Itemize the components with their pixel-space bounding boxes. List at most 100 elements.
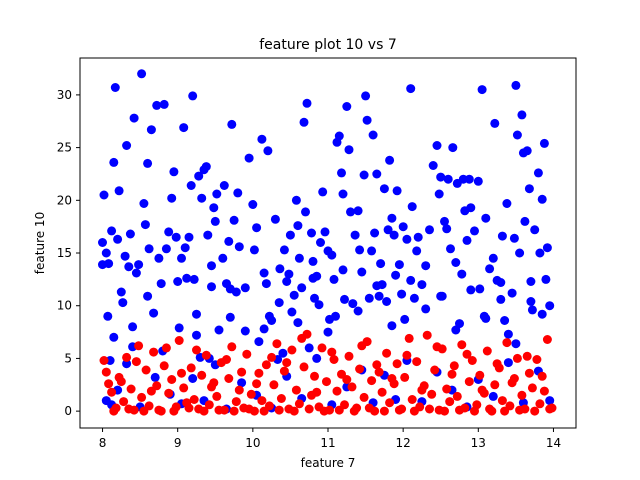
scatter-point bbox=[340, 294, 349, 304]
scatter-point bbox=[496, 294, 506, 304]
scatter-point bbox=[392, 359, 402, 369]
scatter-point bbox=[282, 277, 292, 286]
scatter-point bbox=[404, 333, 414, 343]
scatter-point bbox=[299, 362, 309, 372]
y-tick-label: 15 bbox=[57, 246, 72, 260]
scatter-point bbox=[124, 404, 134, 414]
scatter-point bbox=[289, 290, 299, 300]
scatter-point bbox=[317, 343, 327, 353]
x-tick-label: 12 bbox=[396, 436, 411, 450]
scatter-point bbox=[481, 313, 491, 323]
scatter-point bbox=[524, 368, 534, 378]
scatter-point bbox=[161, 343, 171, 353]
scatter-point bbox=[120, 251, 130, 261]
scatter-point bbox=[257, 396, 267, 406]
scatter-point bbox=[475, 284, 485, 294]
scatter-point bbox=[526, 297, 536, 306]
scatter-point bbox=[227, 119, 237, 129]
scatter-point bbox=[275, 264, 285, 274]
scatter-point bbox=[507, 288, 517, 298]
scatter-point bbox=[312, 353, 322, 363]
scatter-point bbox=[406, 275, 416, 285]
scatter-point bbox=[186, 181, 196, 190]
scatter-point bbox=[301, 207, 310, 217]
scatter-point bbox=[545, 301, 555, 311]
y-tick-label: 0 bbox=[64, 404, 72, 418]
scatter-point bbox=[126, 384, 136, 394]
scatter-point bbox=[527, 383, 537, 393]
scatter-point bbox=[131, 268, 141, 278]
y-tick-label: 25 bbox=[57, 141, 72, 155]
scatter-point bbox=[466, 203, 476, 213]
scatter-point bbox=[141, 365, 151, 375]
x-tick-label: 11 bbox=[320, 436, 335, 450]
scatter-point bbox=[344, 351, 354, 361]
scatter-point bbox=[457, 340, 467, 350]
scatter-point bbox=[116, 377, 126, 387]
scatter-point bbox=[421, 261, 431, 271]
scatter-point bbox=[307, 228, 316, 238]
scatter-point bbox=[430, 365, 440, 375]
y-axis-label: feature 10 bbox=[33, 212, 47, 274]
scatter-point bbox=[502, 338, 512, 348]
scatter-point bbox=[530, 406, 540, 416]
scatter-point bbox=[496, 278, 506, 287]
scatter-point bbox=[308, 273, 318, 283]
scatter-point bbox=[364, 293, 374, 303]
scatter-point bbox=[511, 339, 521, 349]
scatter-point bbox=[517, 110, 527, 120]
scatter-point bbox=[379, 184, 389, 194]
scatter-point bbox=[154, 405, 164, 415]
scatter-point bbox=[104, 379, 114, 389]
scatter-point bbox=[490, 118, 500, 128]
scatter-point bbox=[109, 406, 119, 416]
scatter-point bbox=[180, 243, 190, 253]
scatter-point bbox=[274, 298, 284, 308]
scatter-point bbox=[432, 141, 442, 150]
scatter-point bbox=[164, 227, 174, 237]
scatter-point bbox=[199, 406, 209, 416]
scatter-point bbox=[304, 343, 314, 353]
scatter-point bbox=[455, 405, 464, 415]
y-axis: 0 5 10 15 20 25 30 bbox=[57, 88, 80, 418]
scatter-point bbox=[338, 189, 348, 199]
scatter-point bbox=[511, 80, 521, 90]
scatter-point bbox=[368, 130, 378, 140]
scatter-point bbox=[107, 387, 117, 397]
scatter-point bbox=[319, 406, 329, 416]
scatter-point bbox=[186, 363, 196, 373]
scatter-point bbox=[372, 281, 382, 291]
scatter-point bbox=[150, 372, 160, 382]
scatter-point bbox=[192, 309, 201, 319]
scatter-point bbox=[124, 262, 134, 272]
scatter-point bbox=[427, 389, 437, 399]
scatter-point bbox=[267, 352, 277, 362]
scatter-point bbox=[329, 355, 339, 364]
scatter-point bbox=[174, 336, 184, 345]
scatter-point bbox=[412, 246, 422, 256]
scatter-point bbox=[137, 392, 147, 402]
scatter-point bbox=[509, 233, 519, 243]
scatter-point bbox=[385, 398, 395, 408]
scatter-point bbox=[240, 326, 250, 336]
scatter-point bbox=[279, 366, 289, 376]
scatter-point bbox=[432, 342, 442, 352]
scatter-point bbox=[144, 244, 154, 254]
scatter-point bbox=[310, 371, 319, 381]
x-tick-label: 10 bbox=[245, 436, 260, 450]
scatter-point bbox=[370, 228, 380, 238]
scatter-point bbox=[229, 406, 239, 416]
scatter-point bbox=[500, 316, 510, 325]
scatter-point bbox=[524, 184, 534, 194]
scatter-point bbox=[477, 385, 487, 395]
scatter-point bbox=[425, 225, 434, 235]
scatter-point bbox=[440, 216, 449, 226]
scatter-point bbox=[302, 98, 312, 108]
scatter-point bbox=[118, 298, 128, 308]
scatter-point bbox=[231, 397, 241, 407]
scatter-point bbox=[257, 134, 267, 144]
scatter-point bbox=[545, 404, 555, 414]
scatter-point bbox=[485, 264, 495, 274]
scatter-point bbox=[252, 379, 262, 389]
scatter-point bbox=[259, 268, 269, 278]
